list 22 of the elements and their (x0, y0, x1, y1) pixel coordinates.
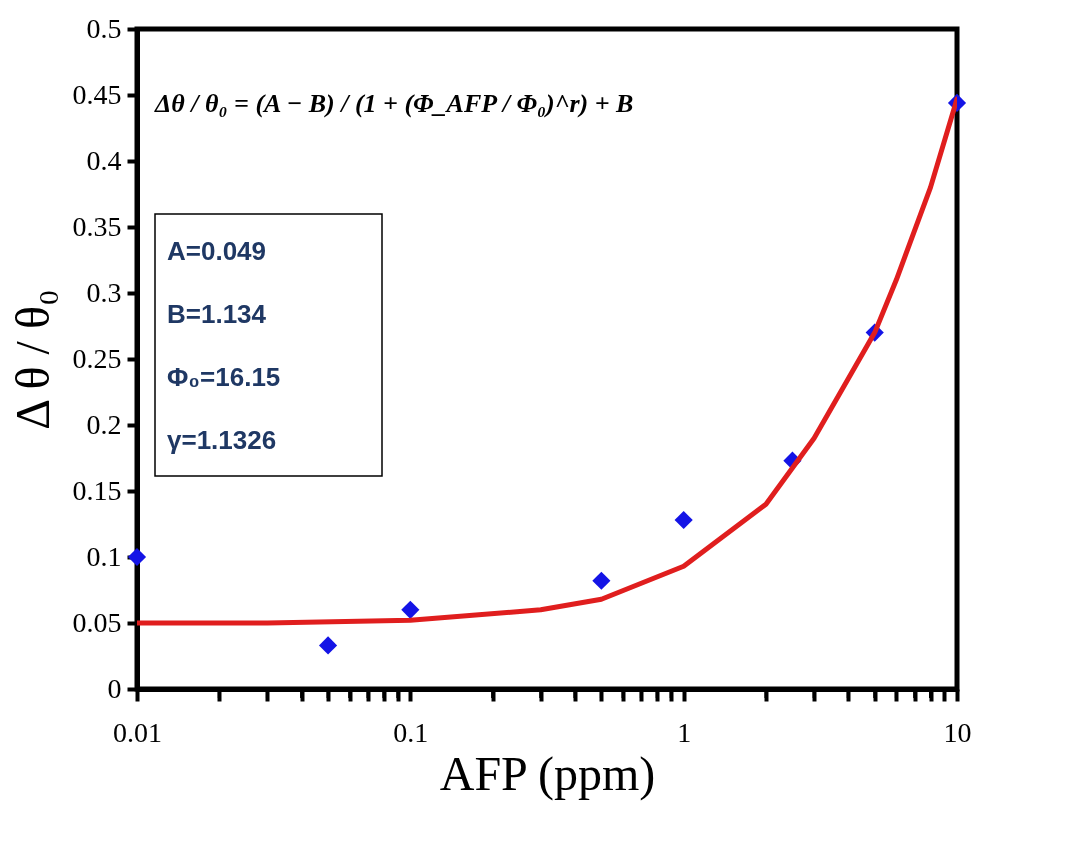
annotation: γ=1.1326 (167, 424, 277, 455)
y-tick-label: 0.25 (72, 342, 122, 374)
x-axis-title: AFP (ppm) (439, 746, 656, 801)
annotation: B=1.134 (167, 298, 267, 329)
y-tick-label: 0.15 (72, 474, 122, 506)
y-tick-label: 0.05 (72, 606, 122, 638)
x-tick-label: 1 (677, 716, 692, 748)
y-tick-label: 0.2 (86, 408, 122, 440)
y-tick-label: 0.1 (86, 540, 122, 572)
y-tick-label: 0.5 (86, 12, 122, 44)
y-axis-title: Δ θ / θ₀ (5, 289, 59, 430)
y-tick-label: 0.35 (72, 210, 122, 242)
annotation: Φ₀=16.15 (167, 361, 281, 392)
y-tick-label: 0 (107, 672, 122, 704)
annotation: Δθ / θ₀ = (A − B) / (1 + (Φ_AFP / Φ₀)^r) + B (154, 89, 634, 118)
annotation: A=0.049 (167, 235, 267, 266)
x-tick-label: 10 (943, 716, 972, 748)
y-tick-label: 0.45 (72, 78, 122, 110)
y-tick-label: 0.4 (86, 144, 122, 176)
x-tick-label: 0.1 (393, 716, 429, 748)
x-tick-label: 0.01 (113, 716, 162, 748)
y-tick-label: 0.3 (86, 276, 122, 308)
